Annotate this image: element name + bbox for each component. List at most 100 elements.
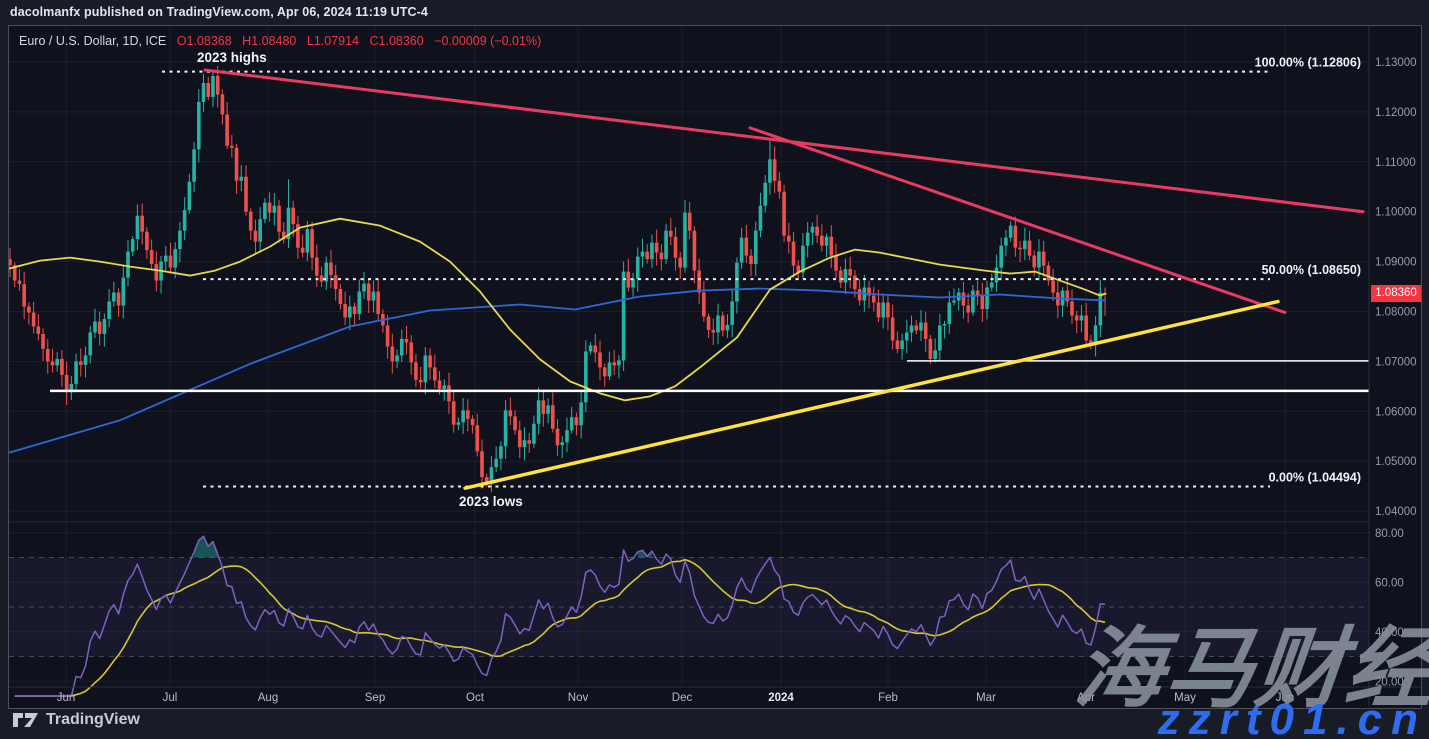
candle-body (239, 176, 244, 181)
candle-body (1023, 240, 1027, 250)
candle-body (442, 385, 447, 389)
price-axis-label: 1.09000 (1375, 257, 1417, 269)
candle-body (409, 342, 413, 363)
candle-body (395, 355, 399, 362)
candle-body (60, 358, 64, 375)
candle-body (93, 321, 97, 333)
rsi-axis-label: 80.00 (1375, 528, 1404, 540)
candle-body (248, 211, 253, 231)
time-axis-label: Oct (466, 692, 485, 704)
candle-body (277, 205, 281, 232)
candle-body (772, 159, 777, 181)
candle-body (942, 323, 947, 326)
fib-level-label: 0.00% (1.04494) (1269, 470, 1361, 484)
time-axis-label: Mar (976, 692, 996, 704)
descending-resistance-from-dec-high[interactable] (748, 126, 1287, 314)
chart-widget[interactable]: 100.00% (1.12806) 50.00% (1.08650) 0.00% (… (8, 25, 1422, 709)
candle-body (565, 430, 569, 443)
price-axis-label: 1.13000 (1375, 57, 1417, 69)
rsi-axis-label: 60.00 (1375, 577, 1404, 589)
ohlc-close: C1.08360 (369, 34, 424, 48)
candle-body (163, 255, 168, 262)
price-change: −0.00009 (−0.01%) (434, 34, 542, 48)
candle-body (579, 402, 583, 426)
candle-body (451, 401, 456, 425)
candle-body (820, 235, 824, 246)
candle-body (1084, 315, 1088, 341)
price-axis-label: 1.04000 (1375, 506, 1417, 518)
candle-body (352, 306, 357, 314)
plot-area[interactable]: 100.00% (1.12806) 50.00% (1.08650) 0.00% (… (9, 26, 1421, 708)
candle-body (716, 315, 720, 333)
candle-body (555, 428, 560, 446)
candle-body (418, 379, 423, 383)
candle-body (22, 284, 26, 307)
price-axis-label: 1.12000 (1375, 107, 1417, 119)
candle-body (41, 333, 45, 349)
candle-body (909, 325, 914, 333)
candle-body (985, 287, 989, 310)
candle-body (739, 237, 744, 263)
tradingview-attribution[interactable]: TradingView (12, 710, 140, 730)
candle-body (848, 269, 852, 276)
candle-body (673, 236, 678, 258)
candle-body (310, 229, 314, 258)
candle-body (154, 264, 159, 281)
candle-body (1089, 340, 1093, 344)
candle-body (112, 292, 116, 302)
candle-body (905, 332, 909, 341)
candle-body (324, 262, 329, 282)
time-axis-label: Nov (568, 692, 589, 704)
candle-body (697, 270, 701, 293)
candle-body (197, 101, 201, 150)
candle-body (390, 346, 395, 362)
candle-body (999, 245, 1003, 268)
candle-body (300, 247, 305, 253)
price-axis-label: 1.08000 (1375, 307, 1417, 319)
candle-body (588, 345, 593, 352)
candle-body (640, 251, 645, 257)
candle-body (97, 321, 102, 334)
fib-level-label: 50.00% (1.08650) (1262, 263, 1361, 277)
rsi-band (9, 557, 1369, 657)
candle-body (815, 226, 819, 236)
candle-body (508, 410, 513, 417)
candle-body (348, 306, 352, 318)
ohlc-open: O1.08368 (176, 34, 232, 48)
candle-body (938, 325, 942, 351)
candle-body (121, 277, 126, 306)
candle-body (107, 301, 111, 319)
candle-body (447, 385, 451, 402)
candle-body (777, 180, 782, 192)
candle-body (532, 423, 536, 444)
candle-body (994, 267, 999, 283)
candle-body (527, 440, 531, 444)
candle-body (824, 236, 829, 246)
price-axis-label: 1.11000 (1375, 157, 1416, 169)
ascending-support-from-2023-low[interactable] (463, 299, 1280, 490)
candle-body (296, 224, 300, 248)
candle-body (598, 352, 602, 368)
candle-body (867, 287, 871, 296)
candle-body (211, 75, 215, 97)
candle-body (787, 235, 791, 242)
candle-body (88, 332, 93, 356)
candle-body (593, 345, 598, 353)
candle-body (315, 257, 319, 276)
candle-body (503, 410, 508, 447)
candle-body (720, 315, 725, 331)
candle-body (961, 292, 966, 306)
candle-body (602, 367, 607, 377)
candle-body (1065, 290, 1070, 302)
candle-body (1051, 280, 1055, 293)
candle-body (838, 270, 843, 283)
candle-body (517, 430, 522, 448)
candle-body (12, 265, 17, 281)
candle-body (763, 182, 767, 206)
candle-body (735, 262, 739, 302)
candle-body (168, 255, 173, 268)
candle-body (971, 290, 975, 313)
candle-body (626, 271, 631, 288)
candle-body (947, 302, 952, 324)
